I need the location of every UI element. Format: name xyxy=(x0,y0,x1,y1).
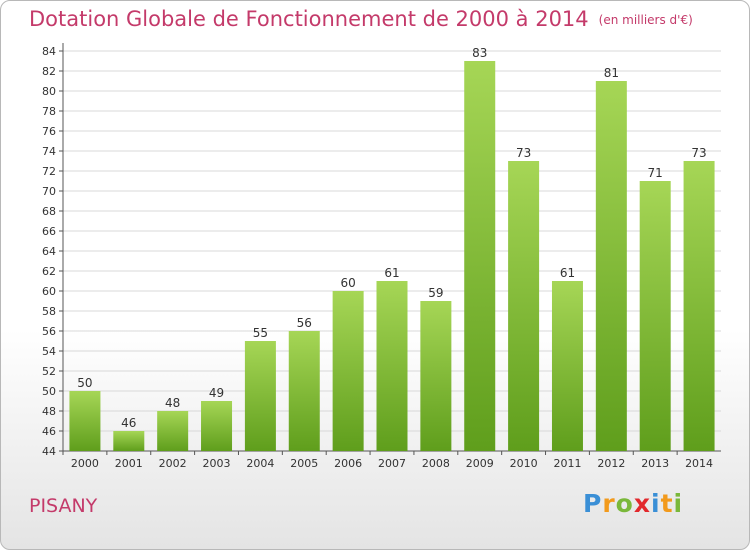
y-tick-label: 62 xyxy=(42,265,56,278)
y-tick-label: 76 xyxy=(42,125,56,138)
y-tick-label: 64 xyxy=(42,245,56,258)
bar-2011 xyxy=(551,281,583,451)
chart-title: Dotation Globale de Fonctionnement de 20… xyxy=(29,7,693,31)
commune-name: PISANY xyxy=(29,495,98,517)
x-tick-label: 2007 xyxy=(378,457,406,470)
data-label: 73 xyxy=(691,146,706,160)
data-label: 60 xyxy=(340,276,355,290)
bar-2004 xyxy=(244,341,276,451)
y-tick-label: 82 xyxy=(42,65,56,78)
bar-2014 xyxy=(683,161,715,451)
y-tick-label: 68 xyxy=(42,205,56,218)
x-tick-label: 2001 xyxy=(115,457,143,470)
y-tick-label: 44 xyxy=(42,445,56,458)
proxiti-logo: Proxiti xyxy=(583,489,683,518)
y-tick-label: 52 xyxy=(42,365,56,378)
data-label: 46 xyxy=(121,416,136,430)
x-tick-label: 2006 xyxy=(334,457,362,470)
data-label: 56 xyxy=(297,316,312,330)
bar-2012 xyxy=(595,81,627,451)
x-tick-label: 2011 xyxy=(553,457,581,470)
y-tick-label: 60 xyxy=(42,285,56,298)
y-tick-label: 66 xyxy=(42,225,56,238)
logo-letter: t xyxy=(660,489,674,518)
data-label: 73 xyxy=(516,146,531,160)
y-tick-label: 48 xyxy=(42,405,56,418)
bar-2006 xyxy=(332,291,364,451)
bar-2002 xyxy=(157,411,189,451)
logo-letter: P xyxy=(583,489,603,518)
bar-2005 xyxy=(288,331,320,451)
bar-2000 xyxy=(69,391,101,451)
data-label: 61 xyxy=(384,266,399,280)
y-tick-label: 58 xyxy=(42,305,56,318)
x-tick-label: 2010 xyxy=(510,457,538,470)
x-tick-label: 2012 xyxy=(597,457,625,470)
bar-2007 xyxy=(376,281,408,451)
data-label: 83 xyxy=(472,46,487,60)
bar-2010 xyxy=(508,161,540,451)
y-tick-label: 46 xyxy=(42,425,56,438)
y-tick-label: 56 xyxy=(42,325,56,338)
bar-2013 xyxy=(639,181,671,451)
y-tick-label: 54 xyxy=(42,345,56,358)
logo-letter: x xyxy=(633,489,651,518)
data-label: 59 xyxy=(428,286,443,300)
logo-letter: i xyxy=(673,489,684,518)
y-tick-label: 70 xyxy=(42,185,56,198)
x-tick-label: 2000 xyxy=(71,457,99,470)
data-label: 61 xyxy=(560,266,575,280)
y-tick-label: 80 xyxy=(42,85,56,98)
bar-2008 xyxy=(420,301,452,451)
x-tick-label: 2008 xyxy=(422,457,450,470)
x-tick-label: 2003 xyxy=(203,457,231,470)
y-tick-label: 84 xyxy=(42,45,56,58)
y-tick-label: 74 xyxy=(42,145,56,158)
x-tick-label: 2004 xyxy=(246,457,274,470)
x-tick-label: 2005 xyxy=(290,457,318,470)
y-tick-label: 72 xyxy=(42,165,56,178)
bar-2001 xyxy=(113,431,145,451)
logo-letter: r xyxy=(602,489,616,518)
data-label: 71 xyxy=(648,166,663,180)
x-tick-label: 2009 xyxy=(466,457,494,470)
data-label: 55 xyxy=(253,326,268,340)
x-tick-label: 2013 xyxy=(641,457,669,470)
logo-letter: i xyxy=(651,489,661,518)
chart-unit: (en milliers d'€) xyxy=(598,13,693,27)
y-tick-label: 78 xyxy=(42,105,56,118)
logo-letter: o xyxy=(615,489,634,518)
y-tick-label: 50 xyxy=(42,385,56,398)
data-label: 50 xyxy=(77,376,92,390)
data-label: 81 xyxy=(604,66,619,80)
data-label: 48 xyxy=(165,396,180,410)
x-tick-label: 2014 xyxy=(685,457,713,470)
x-tick-label: 2002 xyxy=(159,457,187,470)
bar-2003 xyxy=(201,401,233,451)
data-label: 49 xyxy=(209,386,224,400)
bar-2009 xyxy=(464,61,496,451)
chart-title-text: Dotation Globale de Fonctionnement de 20… xyxy=(29,7,589,31)
